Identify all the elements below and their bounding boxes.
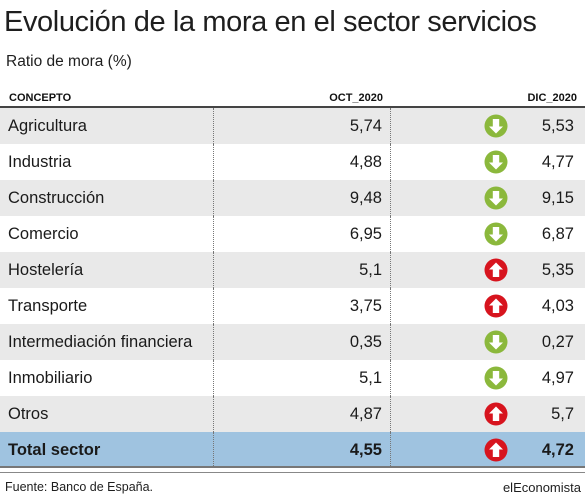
row-concepto: Intermediación financiera (8, 333, 193, 351)
row-concepto: Transporte (8, 297, 88, 315)
row-value-dic: 5,53 (541, 117, 574, 135)
row-value-dic: 4,97 (541, 369, 574, 387)
column-divider (390, 396, 391, 432)
table-row: Inmobiliario 5,1 4,97 (0, 360, 585, 396)
table-row: Industria 4,88 4,77 (0, 144, 585, 180)
row-concepto: Comercio (8, 225, 79, 243)
table-row: Hostelería 5,1 5,35 (0, 252, 585, 288)
row-concepto: Otros (8, 405, 49, 423)
row-value-dic: 9,15 (541, 189, 574, 207)
row-value-oct: 4,88 (349, 153, 382, 171)
row-value-oct: 5,1 (359, 369, 382, 387)
column-divider (213, 108, 214, 144)
row-value-dic: 4,77 (541, 153, 574, 171)
column-divider (213, 360, 214, 396)
chart-title: Evolución de la mora en el sector servic… (4, 6, 537, 38)
total-row: Total sector 4,55 4,72 (0, 432, 585, 468)
column-divider (390, 108, 391, 144)
column-divider (390, 144, 391, 180)
table-body: Agricultura 5,74 5,53 Industria 4,88 4,77 Cons… (0, 108, 585, 468)
row-concepto: Agricultura (8, 117, 87, 135)
table-header: CONCEPTO OCT_2020 DIC_2020 (0, 85, 585, 108)
arrow-up-icon (484, 258, 508, 282)
table-row: Comercio 6,95 6,87 (0, 216, 585, 252)
column-divider (213, 144, 214, 180)
column-divider (213, 180, 214, 216)
row-value-oct: 5,1 (359, 261, 382, 279)
header-oct-2020: OCT_2020 (329, 92, 383, 104)
column-divider (390, 360, 391, 396)
column-divider (390, 324, 391, 360)
row-value-oct: 4,87 (349, 405, 382, 423)
row-value-dic: 5,7 (551, 405, 574, 423)
column-divider (213, 216, 214, 252)
column-divider (390, 180, 391, 216)
row-value-oct: 5,74 (349, 117, 382, 135)
row-value-oct: 4,55 (349, 441, 382, 459)
arrow-up-icon (484, 438, 508, 462)
row-concepto: Inmobiliario (8, 369, 93, 387)
column-divider (390, 432, 391, 466)
data-table: CONCEPTO OCT_2020 DIC_2020 Agricultura 5,… (0, 85, 585, 468)
table-row: Construcción 9,48 9,15 (0, 180, 585, 216)
column-divider (390, 216, 391, 252)
brand-logo: elEconomista (502, 480, 581, 495)
arrow-up-icon (484, 294, 508, 318)
row-concepto: Hostelería (8, 261, 84, 279)
chart-subtitle: Ratio de mora (%) (6, 53, 132, 70)
header-dic-2020: DIC_2020 (527, 92, 577, 104)
arrow-down-icon (484, 186, 508, 210)
footer-divider (0, 472, 585, 473)
row-value-dic: 6,87 (541, 225, 574, 243)
row-value-oct: 3,75 (349, 297, 382, 315)
table-row: Intermediación financiera 0,35 0,27 (0, 324, 585, 360)
row-concepto: Construcción (8, 189, 105, 207)
table-row: Agricultura 5,74 5,53 (0, 108, 585, 144)
arrow-down-icon (484, 150, 508, 174)
row-value-oct: 6,95 (349, 225, 382, 243)
row-value-dic: 0,27 (541, 333, 574, 351)
row-concepto: Total sector (8, 441, 101, 459)
row-value-dic: 5,35 (541, 261, 574, 279)
row-value-oct: 9,48 (349, 189, 382, 207)
column-divider (390, 288, 391, 324)
table-row: Otros 4,87 5,7 (0, 396, 585, 432)
column-divider (213, 252, 214, 288)
row-concepto: Industria (8, 153, 72, 171)
header-concepto: CONCEPTO (9, 92, 72, 104)
column-divider (390, 252, 391, 288)
column-divider (213, 324, 214, 360)
column-divider (213, 396, 214, 432)
arrow-down-icon (484, 222, 508, 246)
row-value-dic: 4,72 (541, 441, 574, 459)
column-divider (213, 288, 214, 324)
table-row: Transporte 3,75 4,03 (0, 288, 585, 324)
column-divider (213, 432, 214, 466)
arrow-down-icon (484, 366, 508, 390)
row-value-dic: 4,03 (541, 297, 574, 315)
arrow-down-icon (484, 330, 508, 354)
arrow-up-icon (484, 402, 508, 426)
row-value-oct: 0,35 (349, 333, 382, 351)
source-note: Fuente: Banco de España. (5, 480, 154, 494)
arrow-down-icon (484, 114, 508, 138)
